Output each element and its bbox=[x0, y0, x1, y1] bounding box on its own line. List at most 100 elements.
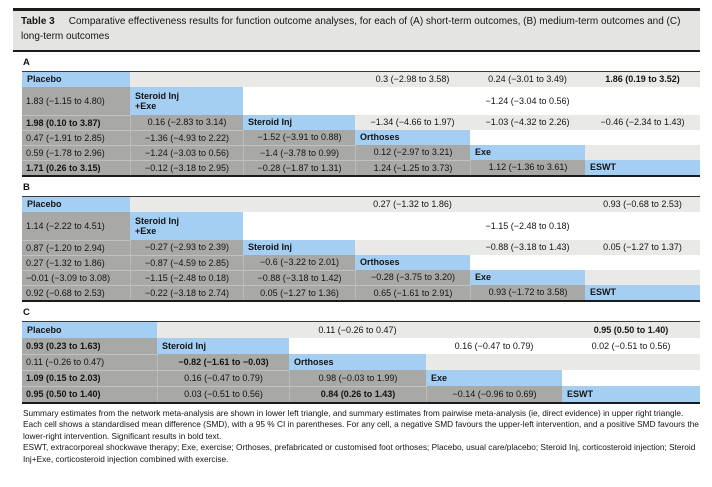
empty-cell bbox=[585, 270, 700, 285]
network-estimate-cell: −0.12 (−3.18 to 2.95) bbox=[130, 160, 243, 175]
pairwise-estimate-cell: −1.15 (−2.48 to 0.18) bbox=[470, 212, 585, 240]
network-estimate-cell: 0.95 (0.50 to 1.40) bbox=[22, 386, 157, 402]
network-estimate-cell: 0.03 (−0.51 to 0.56) bbox=[157, 386, 289, 402]
empty-cell bbox=[157, 322, 289, 338]
empty-cell bbox=[243, 197, 355, 212]
treatment-name-cell: Steroid Inj +Exe bbox=[130, 212, 243, 240]
section-a: A Placebo 0.3 (−2.98 to 3.58) 0.24 (−3.01 … bbox=[13, 57, 700, 177]
network-estimate-cell: 1.24 (−1.25 to 3.73) bbox=[355, 160, 470, 175]
network-estimate-cell: 0.16 (−2.83 to 3.14) bbox=[130, 115, 243, 130]
pairwise-estimate-cell: 0.02 (−0.51 to 0.56) bbox=[562, 338, 700, 354]
empty-cell bbox=[130, 197, 243, 212]
network-estimate-cell: −0.14 (−0.96 to 0.69) bbox=[426, 386, 562, 402]
matrix-a: Placebo 0.3 (−2.98 to 3.58) 0.24 (−3.01 to… bbox=[22, 71, 700, 177]
empty-cell bbox=[426, 354, 562, 370]
empty-cell bbox=[470, 255, 585, 270]
treatment-name-cell: ESWT bbox=[562, 386, 700, 402]
network-estimate-cell: 0.93 (0.23 to 1.63) bbox=[22, 338, 157, 354]
empty-cell bbox=[562, 354, 700, 370]
network-estimate-cell: 1.09 (0.15 to 2.03) bbox=[22, 370, 157, 386]
empty-cell bbox=[585, 130, 700, 145]
pairwise-estimate-cell: 0.95 (0.50 to 1.40) bbox=[562, 322, 700, 338]
empty-cell bbox=[243, 212, 355, 240]
footnote-abbreviations: ESWT, extracorporeal shockwave therapy; … bbox=[23, 442, 696, 464]
treatment-name-cell: ESWT bbox=[585, 160, 700, 175]
empty-cell bbox=[243, 87, 355, 115]
network-estimate-cell: 0.27 (−1.32 to 1.86) bbox=[22, 255, 130, 270]
network-estimate-cell: −0.01 (−3.09 to 3.08) bbox=[22, 270, 130, 285]
network-estimate-cell: 1.14 (−2.22 to 4.51) bbox=[22, 212, 130, 240]
treatment-name-cell: Steroid Inj bbox=[157, 338, 289, 354]
treatment-name-cell: Steroid Inj bbox=[243, 115, 355, 130]
treatment-name-cell: Exe bbox=[470, 270, 585, 285]
table-title: Table 3 Comparative effectiveness results… bbox=[13, 8, 700, 52]
network-estimate-cell: 1.83 (−1.15 to 4.80) bbox=[22, 87, 130, 115]
section-label-c: C bbox=[23, 307, 30, 318]
network-estimate-cell: −1.4 (−3.78 to 0.99) bbox=[243, 145, 355, 160]
treatment-name-cell: Exe bbox=[426, 370, 562, 386]
network-estimate-cell: 0.92 (−0.68 to 2.53) bbox=[22, 285, 130, 300]
treatment-name-cell: Placebo bbox=[22, 197, 130, 212]
treatment-name-cell: Exe bbox=[470, 145, 585, 160]
pairwise-estimate-cell: 0.11 (−0.26 to 0.47) bbox=[289, 322, 426, 338]
matrix-c: Placebo 0.11 (−0.26 to 0.47) 0.95 (0.50 to… bbox=[22, 321, 700, 404]
empty-cell bbox=[243, 72, 355, 87]
network-estimate-cell: −0.88 (−3.18 to 1.42) bbox=[243, 270, 355, 285]
treatment-name-cell: Steroid Inj +Exe bbox=[130, 87, 243, 115]
pairwise-estimate-cell: 1.86 (0.19 to 3.52) bbox=[585, 72, 700, 87]
treatment-name-cell: Orthoses bbox=[289, 354, 426, 370]
empty-cell bbox=[355, 87, 470, 115]
network-estimate-cell: −1.15 (−2.48 to 0.18) bbox=[130, 270, 243, 285]
treatment-name-cell: ESWT bbox=[585, 285, 700, 300]
network-estimate-cell: 1.98 (0.10 to 3.87) bbox=[22, 115, 130, 130]
pairwise-estimate-cell: −0.46 (−2.34 to 1.43) bbox=[585, 115, 700, 130]
pairwise-estimate-cell: 0.05 (−1.27 to 1.37) bbox=[585, 240, 700, 255]
empty-cell bbox=[355, 240, 470, 255]
empty-cell bbox=[562, 370, 700, 386]
network-estimate-cell: 0.12 (−2.97 to 3.21) bbox=[355, 145, 470, 160]
table-footnotes: Summary estimates from the network meta-… bbox=[23, 408, 699, 465]
treatment-name-cell: Orthoses bbox=[355, 255, 470, 270]
section-c: C Placebo 0.11 (−0.26 to 0.47) 0.95 (0.50 … bbox=[13, 307, 700, 404]
empty-cell bbox=[585, 87, 700, 115]
table-caption: Comparative effectiveness results for fu… bbox=[21, 16, 681, 42]
table-3-figure: Table 3 Comparative effectiveness results… bbox=[13, 8, 700, 465]
empty-cell bbox=[289, 338, 426, 354]
empty-cell bbox=[470, 130, 585, 145]
pairwise-estimate-cell: −1.24 (−3.04 to 0.56) bbox=[470, 87, 585, 115]
network-estimate-cell: −0.87 (−4.59 to 2.85) bbox=[130, 255, 243, 270]
network-estimate-cell: 0.47 (−1.91 to 2.85) bbox=[22, 130, 130, 145]
network-estimate-cell: 0.98 (−0.03 to 1.99) bbox=[289, 370, 426, 386]
network-estimate-cell: 0.87 (−1.20 to 2.94) bbox=[22, 240, 130, 255]
network-estimate-cell: −0.28 (−1.87 to 1.31) bbox=[243, 160, 355, 175]
pairwise-estimate-cell: −1.34 (−4.66 to 1.97) bbox=[355, 115, 470, 130]
section-label-b: B bbox=[23, 182, 30, 193]
section-label-a: A bbox=[23, 57, 30, 68]
network-estimate-cell: 0.11 (−0.26 to 0.47) bbox=[22, 354, 157, 370]
network-estimate-cell: −0.22 (−3.18 to 2.74) bbox=[130, 285, 243, 300]
network-estimate-cell: 0.59 (−1.78 to 2.96) bbox=[22, 145, 130, 160]
treatment-name-cell: Steroid Inj bbox=[243, 240, 355, 255]
network-estimate-cell: −1.24 (−3.03 to 0.56) bbox=[130, 145, 243, 160]
pairwise-estimate-cell: −0.88 (−3.18 to 1.43) bbox=[470, 240, 585, 255]
empty-cell bbox=[585, 212, 700, 240]
network-estimate-cell: 0.93 (−1.72 to 3.58) bbox=[470, 285, 585, 300]
treatment-name-cell: Placebo bbox=[22, 322, 157, 338]
empty-cell bbox=[426, 322, 562, 338]
network-estimate-cell: 1.12 (−1.36 to 3.61) bbox=[470, 160, 585, 175]
pairwise-estimate-cell: 0.27 (−1.32 to 1.86) bbox=[355, 197, 470, 212]
treatment-name-cell: Placebo bbox=[22, 72, 130, 87]
network-estimate-cell: −0.6 (−3.22 to 2.01) bbox=[243, 255, 355, 270]
pairwise-estimate-cell: 0.16 (−0.47 to 0.79) bbox=[426, 338, 562, 354]
network-estimate-cell: 0.05 (−1.27 to 1.36) bbox=[243, 285, 355, 300]
network-estimate-cell: 0.16 (−0.47 to 0.79) bbox=[157, 370, 289, 386]
network-estimate-cell: 0.65 (−1.61 to 2.91) bbox=[355, 285, 470, 300]
matrix-b: Placebo 0.27 (−1.32 to 1.86) 0.93 (−0.68 t… bbox=[22, 196, 700, 302]
pairwise-estimate-cell: 0.3 (−2.98 to 3.58) bbox=[355, 72, 470, 87]
pairwise-estimate-cell: 0.24 (−3.01 to 3.49) bbox=[470, 72, 585, 87]
section-b: B Placebo 0.27 (−1.32 to 1.86) 0.93 (−0.68… bbox=[13, 182, 700, 302]
network-estimate-cell: −0.82 (−1.61 to −0.03) bbox=[157, 354, 289, 370]
empty-cell bbox=[585, 255, 700, 270]
network-estimate-cell: −0.27 (−2.93 to 2.39) bbox=[130, 240, 243, 255]
empty-cell bbox=[470, 197, 585, 212]
